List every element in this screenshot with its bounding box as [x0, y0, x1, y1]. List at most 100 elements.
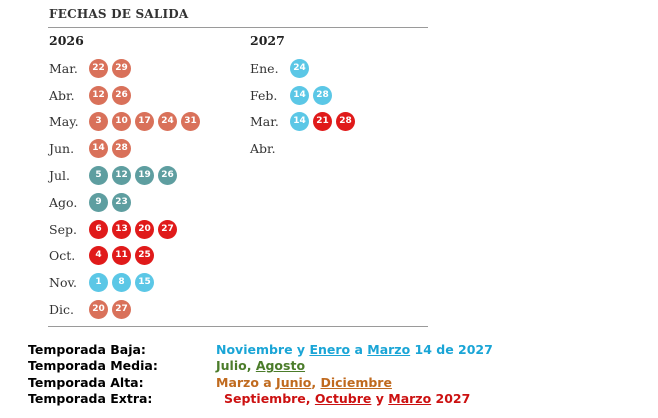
month-link[interactable]: Enero — [309, 341, 351, 357]
month-link[interactable]: Junio — [276, 374, 312, 390]
month-label: Ago. — [49, 194, 78, 210]
departure-date-badge: 13 — [112, 219, 131, 239]
month-row: Ene. 24 — [250, 55, 355, 82]
year-heading-2027: 2027 — [250, 33, 285, 48]
date-list: 14 28 — [89, 139, 131, 159]
date-list: 4 11 25 — [89, 246, 154, 266]
month-row: Oct. 4 11 25 — [49, 243, 200, 270]
month-link[interactable]: Octubre — [314, 391, 372, 407]
month-row: Mar. 22 29 — [49, 55, 200, 82]
departure-date-badge: 21 — [313, 112, 332, 132]
departure-date-badge: 17 — [135, 112, 154, 132]
season-label: Temporada Alta: — [28, 374, 144, 390]
departure-date-badge: 26 — [112, 85, 131, 105]
month-row: Dic. 20 27 — [49, 296, 200, 323]
season-label: Temporada Extra: — [28, 391, 153, 407]
season-label: Temporada Media: — [28, 358, 158, 374]
month-label: Sep. — [49, 221, 77, 237]
month-row: Abr. — [250, 135, 355, 162]
month-row: Nov. 1 8 15 — [49, 269, 200, 296]
month-label: Dic. — [49, 302, 74, 318]
month-link[interactable]: Diciembre — [320, 374, 392, 390]
year-heading-2026: 2026 — [49, 33, 84, 48]
date-list: 6 13 20 27 — [89, 219, 177, 239]
month-row: Jun. 14 28 — [49, 135, 200, 162]
departure-date-badge: 20 — [89, 300, 108, 320]
year-column-2027: Ene. 24 Feb. 14 28 Mar. 14 21 28 Abr. — [250, 55, 355, 162]
departure-date-badge: 25 — [135, 246, 154, 266]
departure-date-badge: 15 — [135, 273, 154, 293]
departure-date-badge: 10 — [112, 112, 131, 132]
departure-date-badge: 11 — [112, 246, 131, 266]
date-list: 14 21 28 — [290, 112, 355, 132]
month-row: Abr. 12 26 — [49, 82, 200, 109]
month-row: Feb. 14 28 — [250, 82, 355, 109]
month-row: May. 3 10 17 24 31 — [49, 109, 200, 136]
season-period: Julio, Agosto — [216, 358, 305, 373]
month-label: Jun. — [49, 141, 75, 157]
departure-date-badge: 1 — [89, 273, 108, 293]
legend-row-baja: Temporada Baja: Noviembre y Enero a Marzo… — [28, 341, 493, 358]
bottom-divider — [48, 326, 428, 327]
period-text: Marzo a — [216, 374, 277, 390]
month-label: Mar. — [250, 114, 279, 130]
month-label: Nov. — [49, 275, 78, 291]
departure-date-badge: 6 — [89, 219, 108, 239]
departure-date-badge: 14 — [89, 139, 108, 159]
departure-date-badge: 23 — [112, 192, 131, 212]
legend-row-extra: Temporada Extra: Septiembre, Octubre y Ma… — [28, 391, 493, 408]
month-link[interactable]: Marzo — [388, 391, 432, 407]
date-list: 20 27 — [89, 300, 131, 320]
date-list: 14 28 — [290, 85, 332, 105]
month-label: Abr. — [49, 87, 75, 103]
top-divider — [48, 27, 428, 28]
section-title: FECHAS DE SALIDA — [49, 7, 189, 21]
season-period: Marzo a Junio, Diciembre — [216, 375, 392, 390]
month-label: Ene. — [250, 60, 279, 76]
season-period: Septiembre, Octubre y Marzo 2027 — [216, 391, 470, 406]
season-period: Noviembre y Enero a Marzo 14 de 2027 — [216, 342, 493, 357]
departure-date-badge: 3 — [89, 112, 108, 132]
date-list: 12 26 — [89, 85, 131, 105]
departure-date-badge: 31 — [181, 112, 200, 132]
period-text: y — [371, 391, 389, 407]
month-row: Jul. 5 12 19 26 — [49, 162, 200, 189]
month-label: Jul. — [49, 168, 71, 184]
legend-row-alta: Temporada Alta: Marzo a Junio, Diciembre — [28, 374, 493, 391]
month-link[interactable]: Marzo — [367, 341, 411, 357]
month-label: May. — [49, 114, 79, 130]
departure-date-badge: 8 — [112, 273, 131, 293]
month-label: Mar. — [49, 60, 78, 76]
month-label: Abr. — [250, 141, 276, 157]
month-row: Sep. 6 13 20 27 — [49, 216, 200, 243]
departure-date-badge: 28 — [336, 112, 355, 132]
departure-date-badge: 5 — [89, 166, 108, 186]
departure-date-badge: 14 — [290, 85, 309, 105]
month-link[interactable]: Agosto — [255, 358, 306, 374]
period-text: a — [350, 341, 368, 357]
departure-date-badge: 4 — [89, 246, 108, 266]
month-label: Feb. — [250, 87, 278, 103]
season-legend: Temporada Baja: Noviembre y Enero a Marzo… — [28, 341, 493, 407]
month-row: Mar. 14 21 28 — [250, 109, 355, 136]
period-text: 14 de 2027 — [410, 341, 493, 357]
departure-date-badge: 28 — [112, 139, 131, 159]
period-text: Noviembre y — [216, 341, 310, 357]
departure-date-badge: 29 — [112, 58, 131, 78]
departure-date-badge: 27 — [158, 219, 177, 239]
departure-date-badge: 20 — [135, 219, 154, 239]
month-label: Oct. — [49, 248, 76, 264]
date-list: 22 29 — [89, 58, 131, 78]
date-list: 3 10 17 24 31 — [89, 112, 200, 132]
departure-date-badge: 26 — [158, 166, 177, 186]
departure-date-badge: 12 — [112, 166, 131, 186]
date-list: 5 12 19 26 — [89, 166, 177, 186]
departure-date-badge: 22 — [89, 58, 108, 78]
date-list: 9 23 — [89, 192, 131, 212]
month-row: Ago. 9 23 — [49, 189, 200, 216]
departure-date-badge: 24 — [158, 112, 177, 132]
departure-date-badge: 28 — [313, 85, 332, 105]
departure-date-badge: 19 — [135, 166, 154, 186]
legend-row-media: Temporada Media: Julio, Agosto — [28, 358, 493, 375]
departure-date-badge: 24 — [290, 58, 309, 78]
